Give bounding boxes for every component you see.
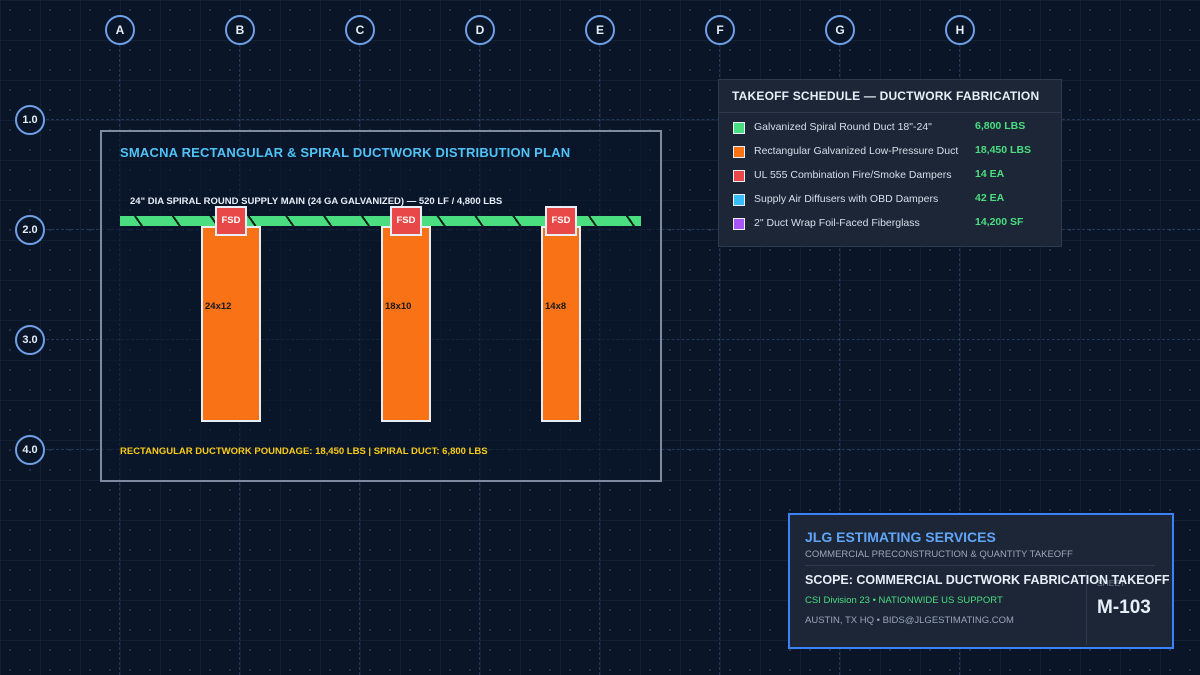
- grid-bubble-a: A: [105, 15, 135, 45]
- fire-smoke-damper-3: FSD: [545, 206, 577, 236]
- schedule-item-label: Supply Air Diffusers with OBD Dampers: [754, 193, 939, 205]
- grid-line-1: [46, 119, 1200, 120]
- schedule-item-label: 2" Duct Wrap Foil-Faced Fiberglass: [754, 217, 920, 229]
- branch-duct-1: [201, 226, 261, 422]
- legend-swatch: [733, 218, 745, 230]
- schedule-row: 2" Duct Wrap Foil-Faced Fiberglass 14,20…: [733, 216, 1053, 232]
- legend-swatch: [733, 122, 745, 134]
- firm-name: JLG ESTIMATING SERVICES: [805, 529, 996, 545]
- grid-bubble-g: G: [825, 15, 855, 45]
- branch-size-label-1: 24x12: [205, 301, 232, 312]
- grid-bubble-f: F: [705, 15, 735, 45]
- sheet-box: SHEET M-103: [1086, 570, 1171, 645]
- schedule-row: Rectangular Galvanized Low-Pressure Duct…: [733, 144, 1053, 160]
- csi-division: CSI Division 23 • NATIONWIDE US SUPPORT: [805, 595, 1003, 606]
- legend-swatch: [733, 170, 745, 182]
- branch-duct-2: [381, 226, 431, 422]
- grid-bubble-h: H: [945, 15, 975, 45]
- poundage-summary: RECTANGULAR DUCTWORK POUNDAGE: 18,450 LB…: [120, 446, 488, 457]
- grid-bubble-row-2: 2.0: [15, 215, 45, 245]
- sheet-number: M-103: [1097, 597, 1151, 618]
- grid-line-f: [719, 44, 720, 675]
- grid-bubble-c: C: [345, 15, 375, 45]
- firm-tagline: COMMERCIAL PRECONSTRUCTION & QUANTITY TA…: [805, 549, 1073, 560]
- grid-bubble-d: D: [465, 15, 495, 45]
- schedule-item-label: UL 555 Combination Fire/Smoke Dampers: [754, 169, 952, 181]
- schedule-item-qty: 42 EA: [975, 192, 1005, 204]
- schedule-row: Galvanized Spiral Round Duct 18"-24" 6,8…: [733, 120, 1053, 136]
- plan-title: SMACNA RECTANGULAR & SPIRAL DUCTWORK DIS…: [120, 145, 571, 160]
- grid-bubble-row-3: 3.0: [15, 325, 45, 355]
- schedule-item-qty: 14,200 SF: [975, 216, 1024, 228]
- fire-smoke-damper-1: FSD: [215, 206, 247, 236]
- grid-bubble-row-4: 4.0: [15, 435, 45, 465]
- schedule-row: Supply Air Diffusers with OBD Dampers 42…: [733, 192, 1053, 208]
- grid-bubble-row-1: 1.0: [15, 105, 45, 135]
- takeoff-schedule: TAKEOFF SCHEDULE — DUCTWORK FABRICATION …: [718, 79, 1062, 247]
- schedule-row: UL 555 Combination Fire/Smoke Dampers 14…: [733, 168, 1053, 184]
- schedule-item-label: Galvanized Spiral Round Duct 18"-24": [754, 121, 932, 133]
- title-block: JLG ESTIMATING SERVICES COMMERCIAL PRECO…: [788, 513, 1174, 649]
- grid-bubble-e: E: [585, 15, 615, 45]
- scope-title: SCOPE: COMMERCIAL DUCTWORK FABRICATION T…: [805, 573, 1170, 587]
- branch-size-label-3: 14x8: [545, 301, 567, 312]
- branch-duct-3: [541, 226, 581, 422]
- grid-line-g: [839, 44, 840, 675]
- grid-bubble-b: B: [225, 15, 255, 45]
- schedule-item-qty: 18,450 LBS: [975, 144, 1032, 156]
- firm-address: AUSTIN, TX HQ • BIDS@JLGESTIMATING.COM: [805, 615, 1014, 626]
- sheet-label: SHEET: [1097, 578, 1126, 588]
- supply-main-label: 24" DIA SPIRAL ROUND SUPPLY MAIN (24 GA …: [130, 196, 503, 207]
- fire-smoke-damper-2: FSD: [390, 206, 422, 236]
- schedule-item-label: Rectangular Galvanized Low-Pressure Duct: [754, 145, 959, 157]
- title-block-divider: [805, 565, 1155, 566]
- schedule-title: TAKEOFF SCHEDULE — DUCTWORK FABRICATION: [719, 80, 1061, 113]
- schedule-item-qty: 14 EA: [975, 168, 1005, 180]
- legend-swatch: [733, 194, 745, 206]
- spiral-supply-main: [120, 216, 641, 226]
- grid-line-h: [959, 44, 960, 675]
- branch-size-label-2: 18x10: [385, 301, 412, 312]
- legend-swatch: [733, 146, 745, 158]
- schedule-item-qty: 6,800 LBS: [975, 120, 1026, 132]
